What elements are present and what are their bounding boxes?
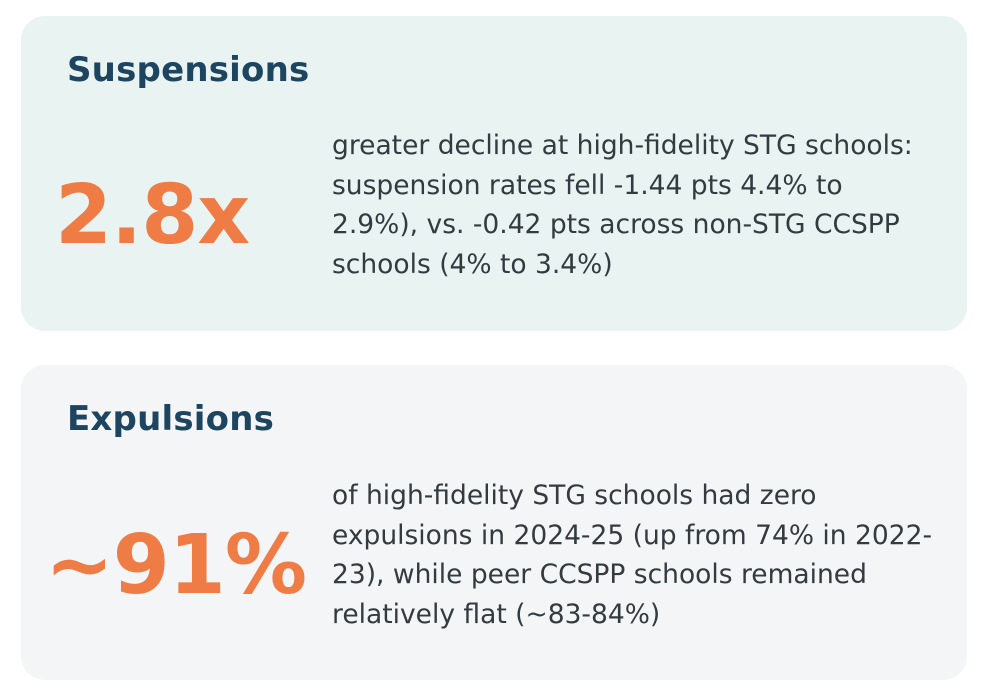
expulsions-description: of high-fidelity STG schools had zero ex… xyxy=(332,480,933,630)
expulsions-title: Expulsions xyxy=(67,399,275,439)
suspensions-stat: 2.8x xyxy=(55,168,250,263)
suspensions-description: greater decline at high-fidelity STG sch… xyxy=(332,130,913,280)
suspensions-card: Suspensions 2.8x greater decline at high… xyxy=(21,16,967,331)
suspensions-title: Suspensions xyxy=(67,50,310,90)
expulsions-card: Expulsions ~91% of high-fidelity STG sch… xyxy=(21,365,967,680)
expulsions-stat: ~91% xyxy=(45,518,307,613)
